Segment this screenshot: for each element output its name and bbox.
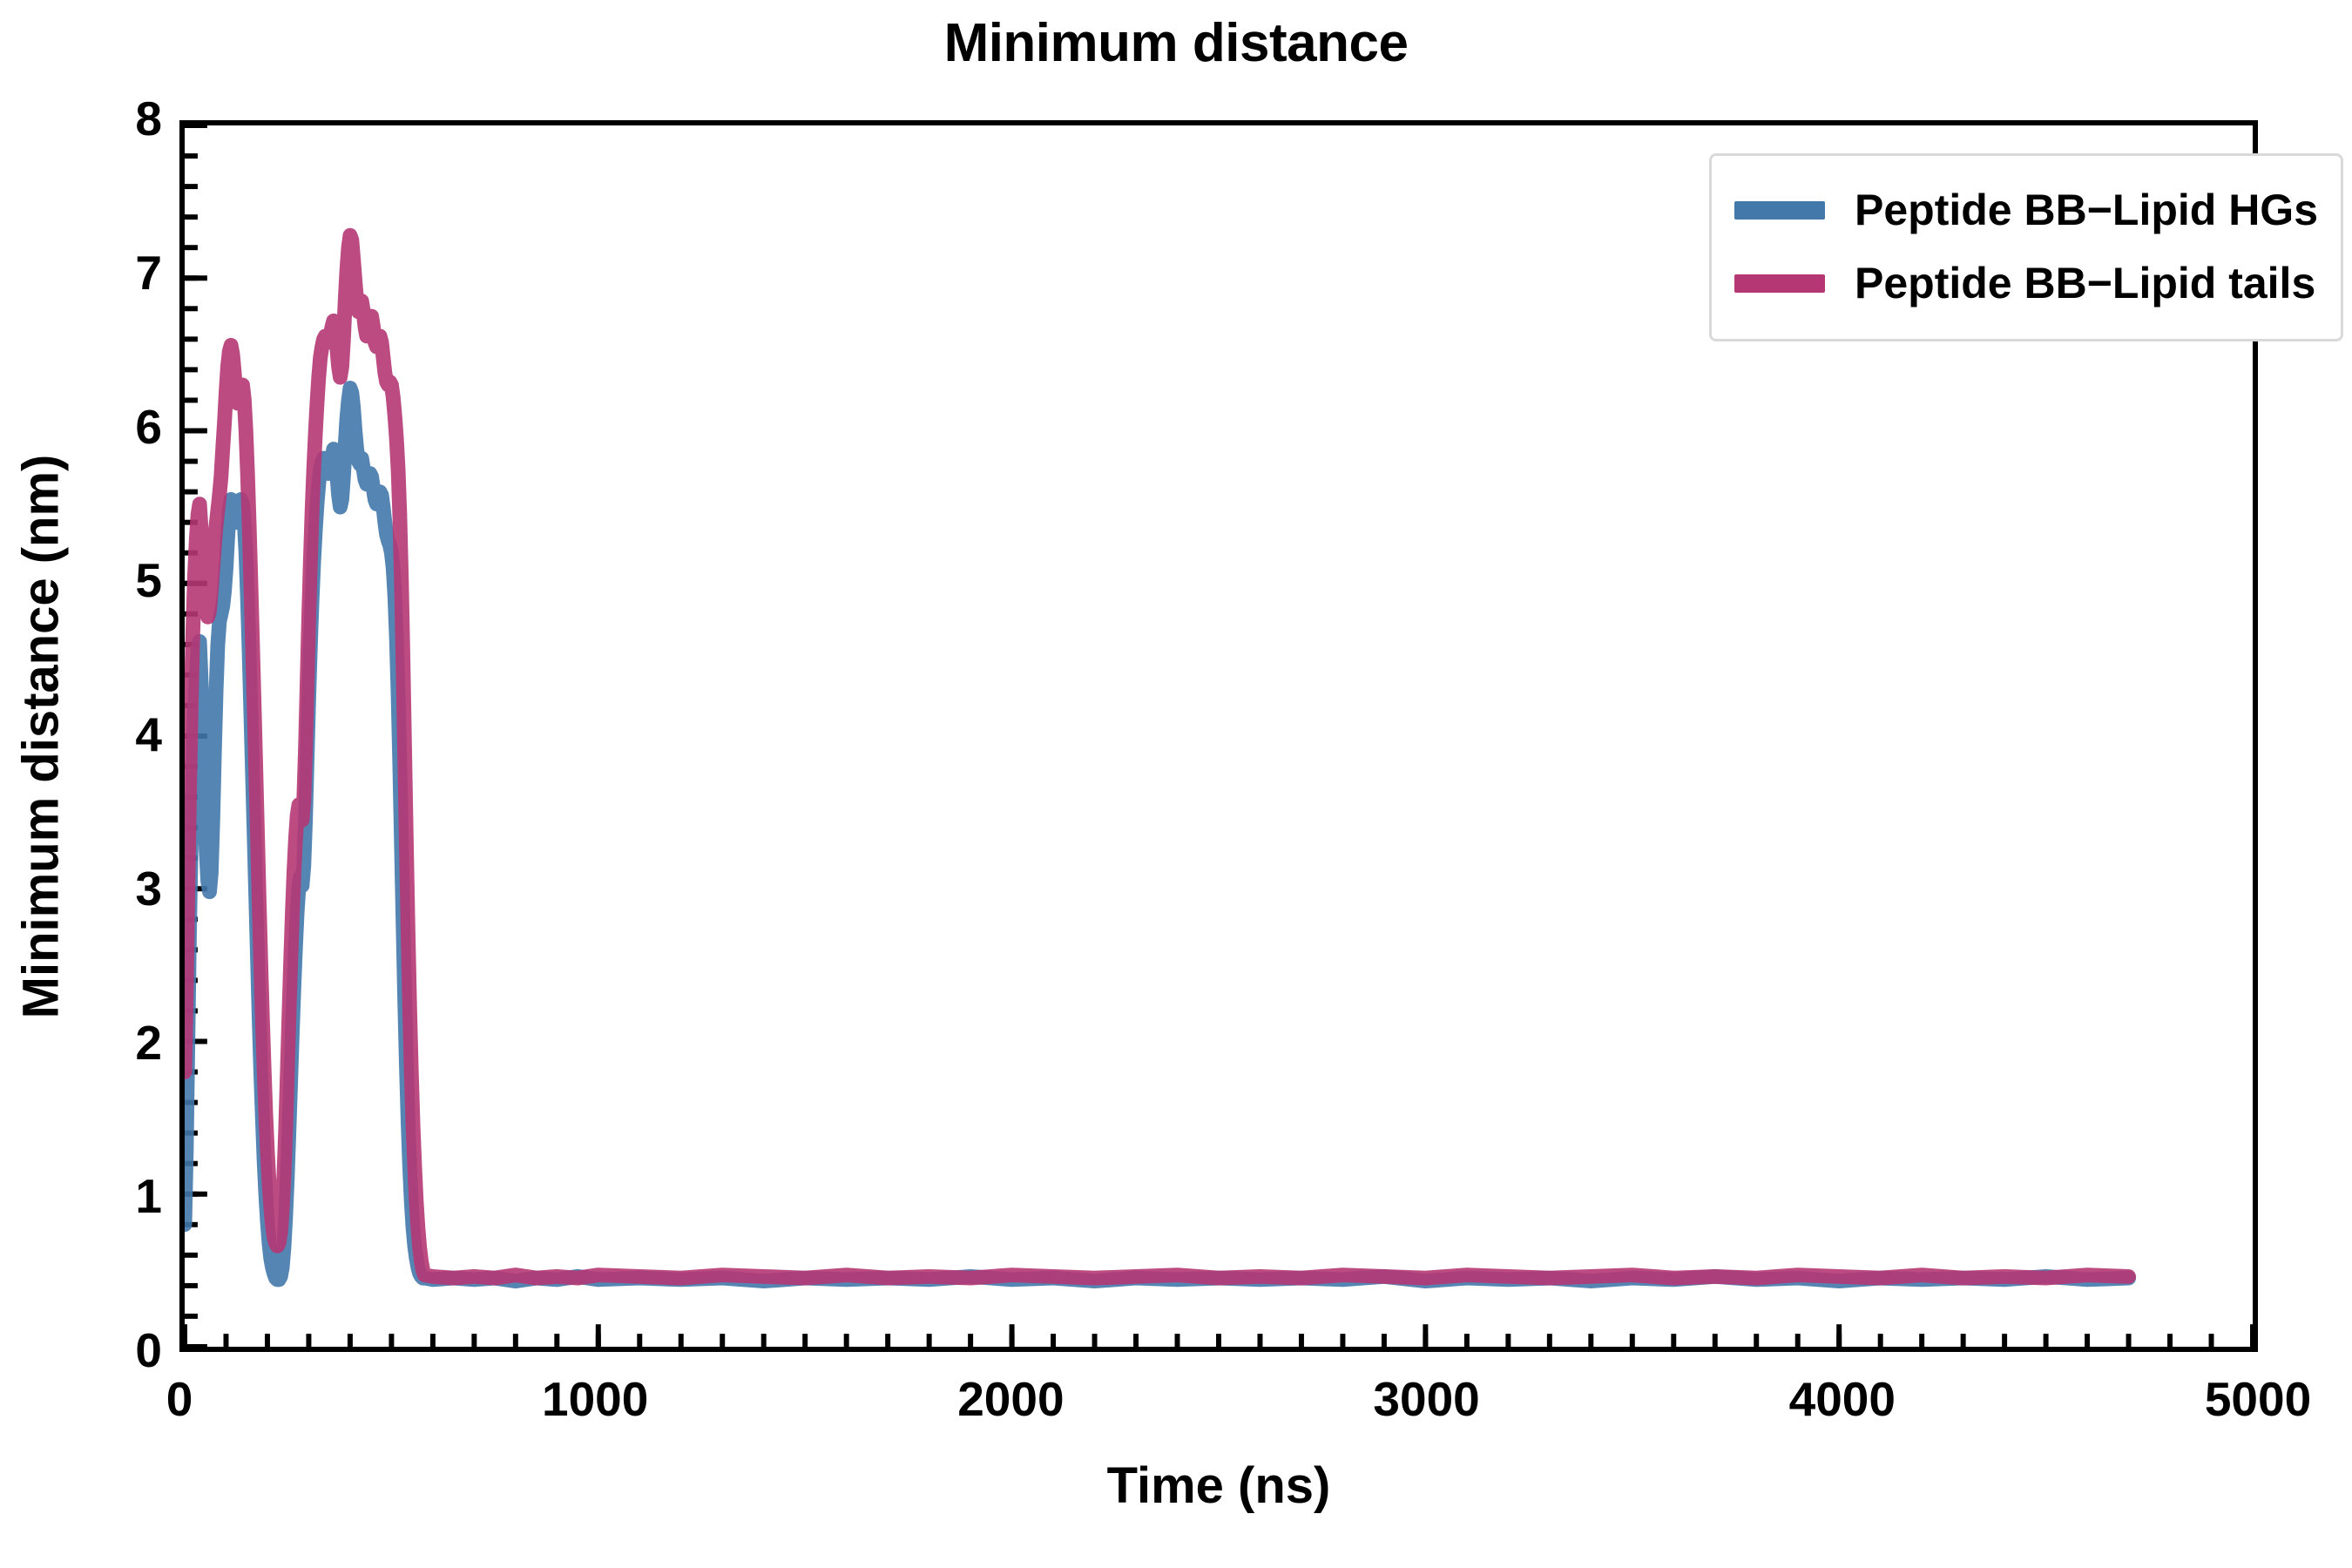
x-tick-label: 5000: [2204, 1372, 2312, 1426]
y-tick-label: 0: [135, 1323, 162, 1377]
x-tick-label: 4000: [1788, 1372, 1896, 1426]
chart-title: Minimum distance: [943, 13, 1409, 73]
y-tick-label: 2: [135, 1015, 162, 1070]
legend-item-label: Peptide BB−Lipid HGs: [1855, 186, 2319, 234]
x-tick-label: 1000: [542, 1372, 649, 1426]
y-tick-label: 1: [135, 1169, 162, 1224]
x-tick-label: 2000: [957, 1372, 1064, 1426]
y-tick-label: 3: [135, 861, 162, 916]
legend-swatch-icon: [1734, 274, 1825, 293]
x-tick-label: 3000: [1373, 1372, 1480, 1426]
x-tick-label: 0: [166, 1372, 193, 1426]
legend-item[interactable]: Peptide BB−Lipid tails: [1734, 247, 2318, 320]
series-line: [185, 381, 2137, 1289]
y-tick-label: 7: [135, 245, 162, 300]
legend-item[interactable]: Peptide BB−Lipid HGs: [1734, 173, 2318, 247]
legend-item-label: Peptide BB−Lipid tails: [1855, 259, 2316, 308]
y-tick-label: 4: [135, 707, 162, 761]
y-tick-label: 8: [135, 91, 162, 145]
y-tick-label: 6: [135, 399, 162, 454]
x-axis-title: Time (ns): [1106, 1457, 1331, 1514]
y-tick-label: 5: [135, 553, 162, 608]
chart-legend: Peptide BB−Lipid HGs Peptide BB−Lipid ta…: [1709, 153, 2344, 341]
series-line: [185, 227, 2137, 1286]
y-axis-title: Minimum distance (nm): [12, 454, 70, 1019]
legend-swatch-icon: [1734, 200, 1825, 220]
plot-svg: [185, 125, 2253, 1347]
